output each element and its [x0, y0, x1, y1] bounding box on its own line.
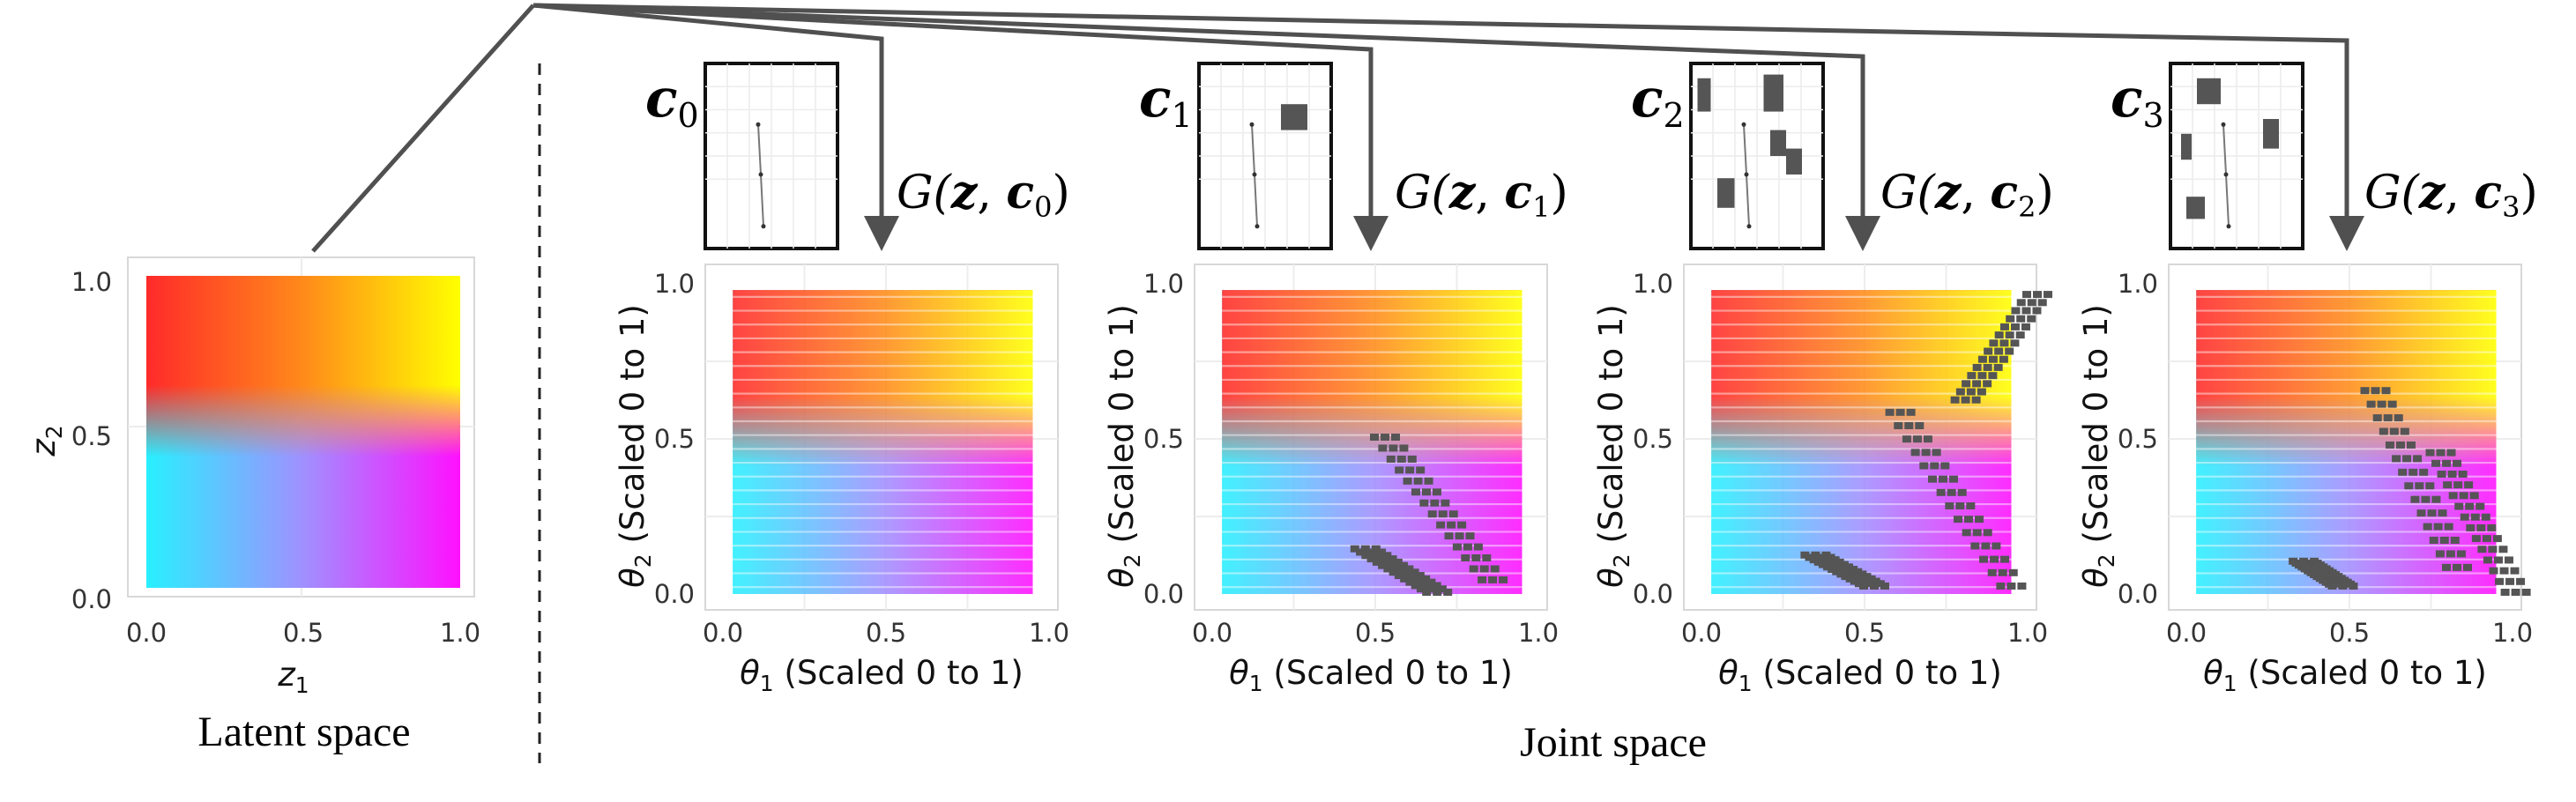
latent-ytick-mid: 0.5 — [71, 421, 112, 451]
joint-obstacle — [1370, 434, 1508, 583]
workspace-obstacle — [2263, 119, 2279, 149]
condition-label-3: c3 — [2111, 68, 2164, 135]
ytick: 0.0 — [1633, 579, 1673, 609]
latent-xlabel: z1 — [277, 656, 309, 698]
xtick: 0.0 — [1681, 618, 1722, 648]
ytick: 1.0 — [2118, 269, 2158, 299]
joint-obstacle — [1350, 545, 1453, 596]
ytick: 0.0 — [2118, 579, 2158, 609]
xtick: 0.5 — [866, 618, 906, 648]
ytick: 0.0 — [1143, 579, 1184, 609]
arrow-to-panel-1 — [532, 3, 1389, 251]
condition-label-1: c1 — [1139, 68, 1193, 135]
joint-obstacle — [1950, 291, 2052, 404]
workspace-thumbnail-3 — [2169, 62, 2304, 250]
latent-ylabel: z2 — [25, 425, 67, 457]
condition-label-0: c0 — [645, 68, 699, 135]
latent-space-caption: Latent space — [197, 709, 410, 755]
joint-panel-0: c0G(z, c0)0.00.51.00.0 0.5 1.0θ1 (Scaled 0… — [614, 62, 1070, 696]
ytick: 1.0 — [1633, 269, 1673, 299]
workspace-obstacle — [1717, 178, 1735, 208]
joint-plot-2: 0.00.51.00.0 0.5 1.0θ1 (Scaled 0 to 1)θ2 (… — [1592, 264, 2052, 696]
generator-label-1: G(z, c1) — [1395, 166, 1568, 224]
mapped-latent-region — [2196, 290, 2497, 594]
xtick: 1.0 — [1029, 618, 1069, 648]
joint-ylabel: θ2 (Scaled 0 to 1) — [2077, 304, 2119, 588]
connector-lines — [311, 3, 2364, 253]
ytick: 1.0 — [654, 269, 695, 299]
joint-obstacle — [1885, 408, 2027, 590]
joint-xlabel: θ1 (Scaled 0 to 1) — [1718, 654, 2002, 696]
arrow-to-panel-0 — [532, 3, 899, 251]
latent-ytick-top: 1.0 — [71, 267, 112, 297]
workspace-obstacle — [2197, 78, 2221, 105]
xtick: 0.0 — [2166, 618, 2207, 648]
joint-obstacle — [1800, 551, 1889, 590]
mapped-latent-region — [1222, 290, 1523, 594]
workspace-obstacle — [1786, 148, 1802, 175]
workspace-obstacle — [2181, 133, 2192, 160]
joint-panel-3: c3G(z, c3)0.00.51.00.0 0.5 1.0θ1 (Scaled 0… — [2077, 62, 2538, 696]
xtick: 1.0 — [2492, 618, 2533, 648]
joint-obstacle — [2360, 387, 2472, 571]
joint-panel-2: c2G(z, c2)0.00.51.00.0 0.5 1.0θ1 (Scaled 0… — [1592, 62, 2054, 696]
generator-label-2: G(z, c2) — [1880, 166, 2054, 224]
workspace-obstacle — [1770, 130, 1786, 156]
workspace-thumbnail-2 — [1689, 62, 1825, 250]
xtick: 0.0 — [703, 618, 743, 648]
ytick: 0.5 — [2118, 424, 2158, 454]
generator-label-3: G(z, c3) — [2364, 166, 2538, 224]
joint-plot-3: 0.00.51.00.0 0.5 1.0θ1 (Scaled 0 to 1)θ2 (… — [2077, 264, 2533, 696]
xtick: 1.0 — [2007, 618, 2048, 648]
arrow-to-panel-2 — [532, 3, 1880, 251]
joint-xlabel: θ1 (Scaled 0 to 1) — [740, 654, 1024, 696]
joint-xlabel: θ1 (Scaled 0 to 1) — [2203, 654, 2487, 696]
joint-space-caption: Joint space — [1520, 719, 1707, 766]
xtick: 0.0 — [1192, 618, 1232, 648]
joint-xlabel: θ1 (Scaled 0 to 1) — [1229, 654, 1513, 696]
xtick: 0.5 — [1844, 618, 1885, 648]
joint-panel-1: c1G(z, c1)0.00.51.00.0 0.5 1.0θ1 (Scaled 0… — [1103, 62, 1568, 696]
ytick: 0.5 — [1633, 424, 1673, 454]
latent-gradient — [146, 276, 460, 588]
joint-ylabel: θ2 (Scaled 0 to 1) — [1103, 304, 1145, 588]
workspace-obstacle — [1281, 104, 1307, 130]
latent-space-plot: 1.0 0.5 0.0 0.0 0.5 1.0 z1 z2 Latent spa… — [25, 256, 480, 755]
xtick: 1.0 — [1518, 618, 1559, 648]
latent-xtick-left: 0.0 — [126, 618, 167, 648]
joint-plot-1: 0.00.51.00.0 0.5 1.0θ1 (Scaled 0 to 1)θ2 (… — [1103, 264, 1559, 696]
joint-space-panels: c0G(z, c0)0.00.51.00.0 0.5 1.0θ1 (Scaled 0… — [614, 62, 2538, 696]
ytick: 0.5 — [1143, 424, 1184, 454]
joint-ylabel: θ2 (Scaled 0 to 1) — [1592, 304, 1634, 588]
latent-xtick-right: 1.0 — [440, 618, 480, 648]
joint-plot-0: 0.00.51.00.0 0.5 1.0θ1 (Scaled 0 to 1)θ2 (… — [614, 264, 1069, 696]
ytick: 1.0 — [1143, 269, 1184, 299]
generator-label-0: G(z, c0) — [897, 166, 1070, 224]
arrow-to-panel-3 — [532, 3, 2364, 251]
xtick: 0.5 — [2329, 618, 2370, 648]
ytick: 0.5 — [654, 424, 695, 454]
workspace-thumbnail-0 — [704, 62, 839, 250]
joint-obstacle — [2425, 449, 2531, 596]
mapped-latent-region — [733, 290, 1033, 594]
workspace-obstacle — [1697, 78, 1711, 112]
latent-xtick-mid: 0.5 — [283, 618, 324, 648]
workspace-thumbnail-1 — [1197, 62, 1333, 250]
mapped-latent-region — [1711, 290, 2012, 594]
workspace-obstacle — [1763, 74, 1783, 112]
ytick: 0.0 — [654, 579, 695, 609]
joint-obstacle — [2289, 557, 2358, 590]
joint-ylabel: θ2 (Scaled 0 to 1) — [614, 304, 656, 588]
latent-ytick-bottom: 0.0 — [71, 584, 112, 614]
condition-label-2: c2 — [1631, 68, 1685, 135]
workspace-obstacle — [2186, 197, 2205, 219]
xtick: 0.5 — [1355, 618, 1396, 648]
